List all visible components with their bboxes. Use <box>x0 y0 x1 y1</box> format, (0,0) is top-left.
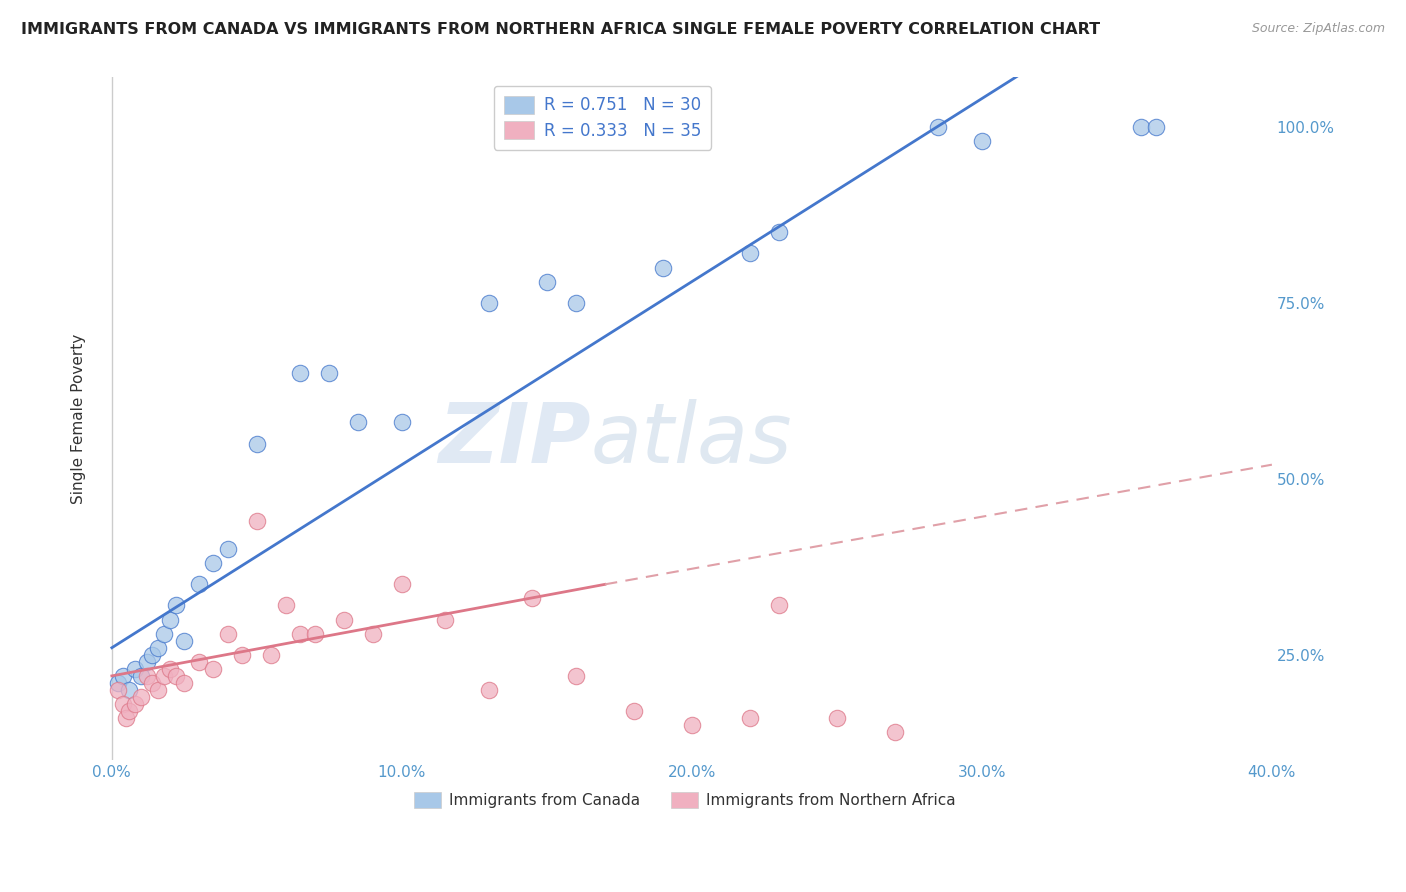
Point <box>153 669 176 683</box>
Point <box>927 120 949 134</box>
Point <box>141 676 163 690</box>
Point <box>825 711 848 725</box>
Point <box>153 626 176 640</box>
Point <box>141 648 163 662</box>
Point <box>274 599 297 613</box>
Legend: Immigrants from Canada, Immigrants from Northern Africa: Immigrants from Canada, Immigrants from … <box>408 786 962 814</box>
Point <box>970 134 993 148</box>
Point <box>260 648 283 662</box>
Point <box>135 655 157 669</box>
Text: Source: ZipAtlas.com: Source: ZipAtlas.com <box>1251 22 1385 36</box>
Point <box>148 683 170 698</box>
Point <box>107 683 129 698</box>
Point <box>202 662 225 676</box>
Point <box>651 260 673 275</box>
Point <box>290 626 312 640</box>
Point <box>129 690 152 704</box>
Point <box>361 626 384 640</box>
Point <box>536 275 558 289</box>
Point <box>478 295 501 310</box>
Text: IMMIGRANTS FROM CANADA VS IMMIGRANTS FROM NORTHERN AFRICA SINGLE FEMALE POVERTY : IMMIGRANTS FROM CANADA VS IMMIGRANTS FRO… <box>21 22 1101 37</box>
Point <box>623 704 645 718</box>
Point <box>124 697 146 711</box>
Point <box>391 577 413 591</box>
Point <box>129 669 152 683</box>
Point <box>135 669 157 683</box>
Point <box>217 626 239 640</box>
Point <box>159 613 181 627</box>
Point <box>478 683 501 698</box>
Point <box>304 626 326 640</box>
Point <box>115 711 138 725</box>
Point <box>112 697 135 711</box>
Point <box>565 295 588 310</box>
Point <box>165 669 187 683</box>
Point <box>231 648 253 662</box>
Point <box>107 676 129 690</box>
Point <box>347 416 370 430</box>
Point <box>159 662 181 676</box>
Point <box>124 662 146 676</box>
Point <box>118 683 141 698</box>
Point <box>522 591 544 606</box>
Point <box>165 599 187 613</box>
Text: ZIP: ZIP <box>439 399 591 480</box>
Point <box>187 655 209 669</box>
Point <box>112 669 135 683</box>
Point <box>738 711 761 725</box>
Point <box>391 416 413 430</box>
Point <box>681 718 703 732</box>
Text: atlas: atlas <box>591 399 793 480</box>
Point <box>118 704 141 718</box>
Point <box>173 633 195 648</box>
Point <box>1130 120 1153 134</box>
Point <box>883 725 905 739</box>
Point <box>173 676 195 690</box>
Point <box>1144 120 1167 134</box>
Point <box>565 669 588 683</box>
Y-axis label: Single Female Poverty: Single Female Poverty <box>72 334 86 504</box>
Point <box>202 556 225 570</box>
Point <box>768 599 790 613</box>
Point <box>434 613 457 627</box>
Point <box>333 613 356 627</box>
Point <box>246 436 269 450</box>
Point <box>246 514 269 528</box>
Point <box>318 366 340 380</box>
Point <box>738 246 761 260</box>
Point <box>217 542 239 557</box>
Point <box>290 366 312 380</box>
Point <box>187 577 209 591</box>
Point <box>148 640 170 655</box>
Point <box>768 225 790 239</box>
